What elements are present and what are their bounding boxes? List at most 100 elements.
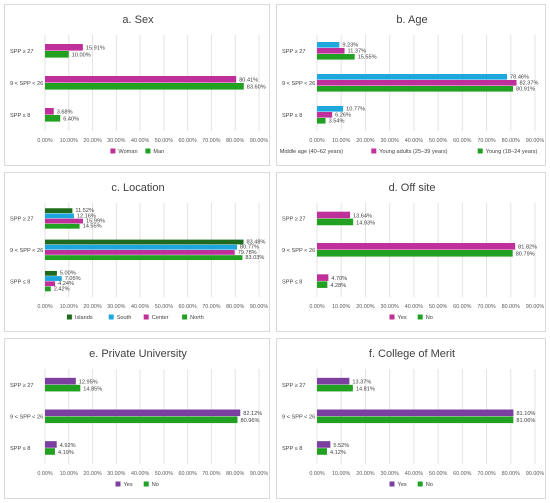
category-label: 9 < SPP < 26 [282, 81, 315, 87]
chart-title: c. Location [111, 182, 164, 194]
x-tick-label: 10.00% [332, 471, 350, 477]
data-label: 4.19% [58, 450, 74, 456]
bar-center-1 [45, 250, 235, 255]
x-tick-label: 70.00% [477, 304, 495, 310]
bar-middle-age-40-62-years-2 [317, 106, 344, 112]
data-label: 14.85% [83, 386, 102, 392]
chart-title: a. Sex [122, 14, 154, 26]
bar-center-0 [45, 218, 84, 224]
legend-label: Yes [124, 482, 133, 488]
data-label: 4.70% [331, 276, 347, 282]
x-tick-label: 20.00% [83, 304, 101, 310]
x-tick-label: 50.00% [429, 471, 447, 477]
legend-label: North [190, 315, 204, 321]
x-tick-label: 40.00% [405, 471, 423, 477]
bar-young-adults-25-39-years-0 [317, 48, 345, 54]
bar-man-2 [45, 115, 61, 122]
category-label: SPP ≤ 8 [282, 446, 302, 452]
bar-yes-1 [317, 243, 516, 250]
category-label: 9 < SPP < 26 [10, 248, 43, 254]
chart-panel-location: c. Location 0.00% 10.00% 20.00% 30.00% 40.00%… [4, 172, 270, 332]
bar-woman-1 [45, 76, 237, 83]
bar-middle-age-40-62-years-0 [317, 42, 340, 48]
data-label: 5.00% [60, 271, 76, 277]
legend-swatch-man [145, 148, 151, 154]
legend-swatch-yes [115, 481, 121, 487]
x-tick-label: 90.00% [250, 471, 268, 477]
data-label: 14.81% [356, 386, 375, 392]
legend-label: Woman [118, 149, 137, 155]
bar-no-2 [317, 448, 327, 455]
x-tick-label: 70.00% [202, 304, 220, 310]
data-label: 4.12% [330, 450, 346, 456]
bar-north-2 [45, 286, 51, 292]
legend-label: Middle age (40–62 years) [280, 149, 344, 155]
data-label: 80.41% [239, 78, 258, 84]
data-label: 80.79% [516, 252, 535, 258]
bar-no-0 [317, 218, 354, 226]
x-tick-label: 70.00% [202, 138, 220, 144]
x-tick-label: 60.00% [453, 304, 471, 310]
data-label: 83.60% [247, 85, 266, 91]
chart-title: f. College of Merit [369, 348, 455, 360]
chart-age: b. Age 0.00% 10.00% 20.00% 30.00% 40.00% 50.00… [280, 14, 545, 155]
bar-young-18-24-years-2 [317, 118, 326, 124]
x-tick-label: 10.00% [332, 138, 350, 144]
bar-no-2 [317, 281, 328, 288]
data-label: 15.91% [86, 46, 105, 52]
bar-young-18-24-years-0 [317, 54, 355, 60]
x-tick-label: 70.00% [202, 471, 220, 477]
legend-label: No [152, 482, 159, 488]
chart-title: b. Age [396, 14, 427, 26]
legend-swatch-young-18-24-years [477, 148, 483, 154]
data-label: 7.05% [65, 276, 81, 282]
x-tick-label: 20.00% [83, 471, 101, 477]
x-tick-label: 30.00% [381, 304, 399, 310]
x-tick-label: 50.00% [155, 471, 173, 477]
x-tick-label: 20.00% [83, 138, 101, 144]
chart-panel-college-of-merit: f. College of Merit 0.00% 10.00% 20.00% 30.0… [276, 338, 546, 499]
x-tick-label: 20.00% [356, 138, 374, 144]
data-label: 14.93% [356, 220, 375, 226]
bar-no-0 [45, 384, 81, 392]
x-tick-label: 40.00% [131, 304, 149, 310]
category-label: 9 < SPP < 26 [282, 415, 315, 421]
category-label: SPP ≥ 27 [10, 217, 34, 223]
bar-south-1 [45, 244, 238, 250]
x-tick-label: 30.00% [107, 471, 125, 477]
chart-panel-off-site: d. Off site 0.00% 10.00% 20.00% 30.00% 40.00%… [276, 172, 546, 332]
x-tick-label: 50.00% [429, 304, 447, 310]
legend-swatch-woman [110, 148, 116, 154]
bar-yes-2 [45, 441, 57, 448]
data-label: 10.77% [346, 107, 365, 113]
x-tick-label: 80.00% [502, 471, 520, 477]
x-tick-label: 90.00% [526, 304, 544, 310]
bar-islands-0 [45, 208, 73, 214]
legend-swatch-no [143, 481, 149, 487]
bar-man-0 [45, 51, 69, 58]
bar-north-0 [45, 223, 80, 229]
category-label: SPP ≥ 27 [282, 217, 306, 223]
chart-private-university: e. Private University 0.00% 10.00% 20.00% 30… [10, 348, 268, 488]
x-tick-label: 40.00% [131, 138, 149, 144]
data-label: 79.78% [238, 250, 257, 256]
legend-swatch-south [108, 314, 114, 320]
data-label: 80.77% [240, 245, 259, 251]
data-label: 83.03% [245, 255, 264, 261]
data-label: 10.00% [72, 53, 91, 59]
data-label: 6.40% [63, 117, 79, 123]
chart-college-of-merit: f. College of Merit 0.00% 10.00% 20.00% 30.0… [282, 348, 544, 488]
x-tick-label: 0.00% [309, 471, 324, 477]
data-label: 9.23% [342, 43, 358, 49]
legend-label: Yes [398, 482, 407, 488]
bar-no-0 [317, 384, 353, 392]
bar-south-2 [45, 276, 62, 281]
bar-yes-0 [45, 377, 76, 385]
data-label: 13.64% [353, 213, 372, 219]
bar-islands-2 [45, 270, 57, 276]
bar-north-1 [45, 255, 243, 260]
bar-no-1 [317, 250, 513, 257]
category-label: SPP ≥ 27 [10, 49, 34, 55]
x-tick-label: 60.00% [179, 471, 197, 477]
x-tick-label: 30.00% [381, 471, 399, 477]
